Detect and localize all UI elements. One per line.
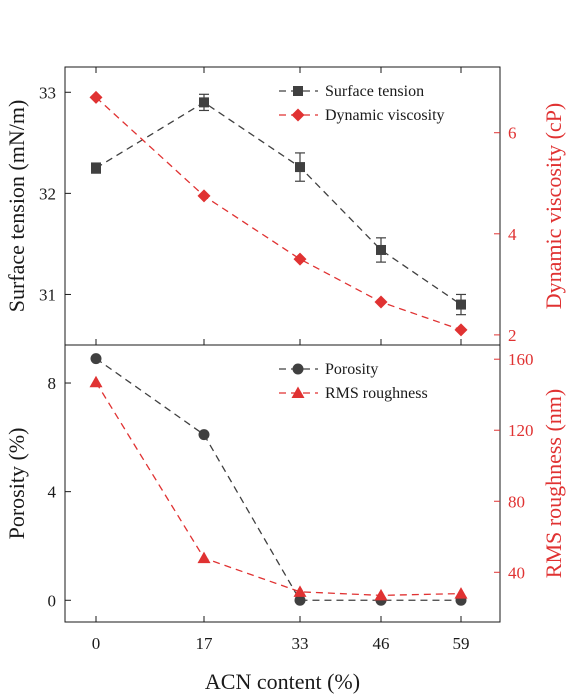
- rms-roughness-point: [89, 375, 103, 388]
- dynamic-viscosity-line: [95, 96, 462, 331]
- bottom-left-axis-title: Porosity (%): [4, 428, 29, 540]
- surface-tension-point: [456, 299, 466, 310]
- x-tick-label: 59: [453, 634, 470, 653]
- bottom-legend-label: RMS roughness: [325, 385, 428, 402]
- surface-tension-line: [95, 101, 462, 306]
- bottom-right-axis-title: RMS roughness (nm): [541, 389, 566, 578]
- porosity-point: [294, 594, 306, 606]
- x-tick-label: 46: [373, 634, 390, 653]
- x-tick-label: 17: [196, 634, 214, 653]
- x-tick-label: 0: [92, 634, 101, 653]
- rms-roughness-point: [374, 588, 388, 601]
- rms-roughness-line: [95, 381, 462, 597]
- top-right-axis-title: Dynamic viscosity (cP): [541, 103, 566, 310]
- dynamic-viscosity-point: [293, 252, 307, 266]
- bottom-right-tick-label: 120: [508, 421, 534, 440]
- rms-roughness-point: [454, 587, 468, 599]
- rms-roughness-point: [293, 585, 307, 597]
- top-legend-marker: [291, 108, 305, 122]
- data-series: [89, 90, 468, 606]
- rms-roughness-point: [197, 551, 211, 564]
- dynamic-viscosity-point: [374, 295, 388, 309]
- surface-tension-point: [199, 97, 209, 108]
- dynamic-viscosity-point: [454, 323, 468, 337]
- bottom-legend-marker: [292, 363, 304, 375]
- surface-tension-point: [91, 163, 101, 174]
- top-left-tick-label: 32: [39, 184, 56, 203]
- bottom-left-tick-label: 8: [48, 374, 57, 393]
- bottom-right-tick-label: 80: [508, 492, 525, 511]
- dynamic-viscosity-point: [197, 189, 211, 203]
- porosity-point: [198, 429, 210, 441]
- bottom-left-tick-label: 0: [48, 591, 57, 610]
- top-left-tick-label: 33: [39, 83, 56, 102]
- porosity-line: [95, 358, 461, 601]
- plot-frames: [64, 66, 501, 623]
- top-left-axis-title: Surface tension (mN/m): [4, 100, 29, 313]
- top-right-tick-label: 2: [508, 326, 517, 345]
- top-right-tick-label: 4: [508, 225, 517, 244]
- bottom-left-tick-label: 4: [48, 483, 57, 502]
- top-right-tick-label: 6: [508, 124, 517, 143]
- legends: Surface tension Dynamic viscosity Porosity…: [279, 83, 445, 402]
- bottom-plot-frame: [64, 344, 501, 623]
- bottom-right-tick-label: 160: [508, 350, 534, 369]
- dynamic-viscosity-point: [89, 90, 103, 104]
- porosity-point: [90, 353, 102, 365]
- top-legend-marker: [293, 86, 303, 96]
- x-axis-title: ACN content (%): [205, 669, 360, 694]
- axis-labels: Surface tension (mN/m) Dynamic viscosity …: [4, 100, 566, 694]
- top-legend-label: Surface tension: [325, 83, 424, 100]
- bottom-legend-marker: [291, 386, 305, 398]
- x-tick-label: 33: [292, 634, 309, 653]
- bottom-right-tick-label: 40: [508, 563, 525, 582]
- top-left-tick-label: 31: [39, 285, 56, 304]
- top-legend-label: Dynamic viscosity: [325, 107, 445, 124]
- bottom-legend-label: Porosity: [325, 361, 378, 378]
- surface-tension-point: [295, 162, 305, 173]
- surface-tension-point: [376, 244, 386, 255]
